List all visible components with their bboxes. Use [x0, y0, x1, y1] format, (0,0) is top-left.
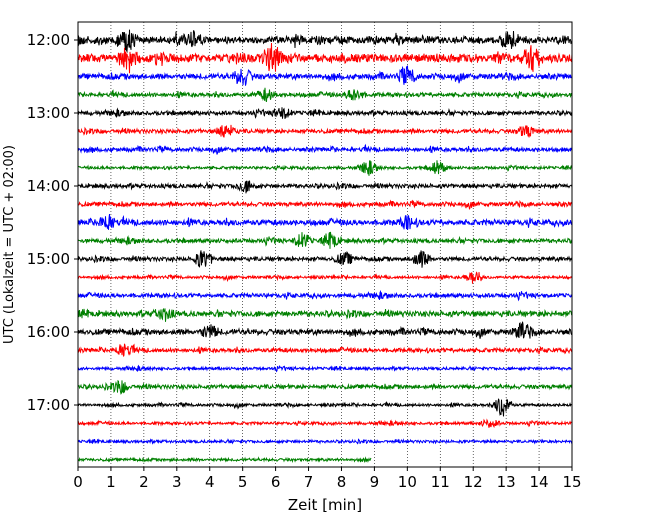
x-tick-label: 8: [337, 473, 347, 491]
seismic-trace: [77, 379, 573, 395]
seismic-trace: [77, 307, 573, 322]
x-tick-label: 0: [73, 473, 83, 491]
seismic-trace: [77, 65, 573, 86]
x-tick-label: 12: [464, 473, 483, 491]
y-tick-label: 14:00: [27, 177, 70, 195]
x-tick-label: 13: [497, 473, 516, 491]
seismic-trace: [77, 438, 573, 445]
y-tick-label: 17:00: [27, 396, 70, 414]
x-tick-label: 14: [530, 473, 549, 491]
y-tick-label: 12:00: [27, 31, 70, 49]
seismic-trace: [77, 124, 573, 138]
y-tick-label: 16:00: [27, 323, 70, 341]
seismic-trace: [77, 107, 573, 119]
trace-group: [77, 29, 573, 464]
seismic-trace: [77, 213, 573, 231]
seismic-trace: [77, 418, 573, 429]
seismic-trace: [77, 160, 573, 176]
x-tick-label: 3: [172, 473, 182, 491]
seismic-trace: [77, 231, 573, 249]
grid-lines: [110, 22, 540, 467]
seismic-trace: [77, 321, 573, 339]
x-tick-label: 4: [205, 473, 215, 491]
x-tick-label: 1: [106, 473, 116, 491]
seismic-trace: [77, 250, 573, 268]
seismic-trace: [77, 42, 573, 74]
x-tick-label: 5: [238, 473, 248, 491]
x-axis: 0 1 2 3 4 5 6 7 8 9 10 11 12 13 14 15: [73, 467, 582, 491]
seismic-trace: [77, 289, 573, 302]
seismic-trace: [77, 143, 573, 155]
x-tick-label: 2: [139, 473, 149, 491]
plot-frame: [77, 21, 573, 468]
seismic-trace: [77, 87, 573, 103]
seismic-trace: [77, 456, 372, 464]
y-axis-label: UTC (Lokalzeit = UTC + 02:00): [2, 145, 17, 344]
seismic-trace: [77, 364, 573, 373]
x-tick-label: 15: [562, 473, 581, 491]
seismic-trace: [77, 180, 573, 194]
y-tick-label: 15:00: [27, 250, 70, 268]
y-axis: 12:00 13:00 14:00 15:00 16:00 17:00: [27, 31, 78, 414]
x-tick-label: 6: [271, 473, 281, 491]
x-axis-label: Zeit [min]: [288, 496, 362, 514]
seismic-trace: [77, 343, 573, 357]
x-tick-label: 10: [398, 473, 417, 491]
x-tick-label: 11: [431, 473, 450, 491]
x-tick-label: 9: [370, 473, 380, 491]
seismic-trace: [77, 271, 573, 284]
seismic-trace: [77, 398, 573, 417]
x-tick-label: 7: [304, 473, 314, 491]
y-tick-label: 13:00: [27, 104, 70, 122]
seismic-trace: [77, 29, 573, 54]
seismic-trace: [77, 199, 573, 210]
